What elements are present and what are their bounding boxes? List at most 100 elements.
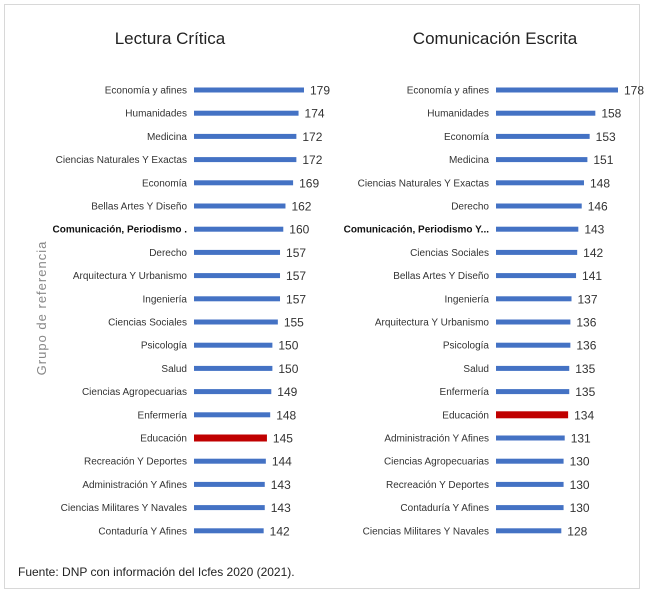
category-label-lectura-1: Humanidades — [125, 109, 187, 120]
category-label-comunicacion-19: Ciencias Militares Y Navales — [363, 526, 489, 537]
bar-comunicacion-7 — [496, 249, 578, 255]
category-label-lectura-17: Administración Y Afines — [82, 480, 187, 491]
bar-lectura-3 — [194, 157, 297, 163]
bar-comunicacion-14 — [496, 411, 569, 419]
category-label-lectura-3: Ciencias Naturales Y Exactas — [56, 155, 187, 166]
category-label-lectura-0: Economía y afines — [105, 86, 187, 97]
category-label-comunicacion-18: Contaduría Y Afines — [400, 503, 489, 514]
chart-title-lectura: Lectura Crítica — [115, 29, 226, 48]
category-label-lectura-10: Ciencias Sociales — [108, 318, 187, 329]
bar-lectura-13 — [194, 389, 272, 395]
value-label-lectura-6: 160 — [289, 223, 309, 237]
bar-comunicacion-12 — [496, 365, 570, 371]
bar-lectura-15 — [194, 434, 267, 442]
category-label-lectura-6: Comunicación, Periodismo . — [53, 225, 188, 236]
value-label-lectura-14: 148 — [276, 408, 296, 422]
value-label-lectura-11: 150 — [278, 339, 298, 353]
value-label-comunicacion-11: 136 — [576, 339, 596, 353]
bar-lectura-8 — [194, 273, 281, 279]
value-label-comunicacion-10: 136 — [576, 316, 596, 330]
category-label-lectura-8: Arquitectura Y Urbanismo — [73, 271, 188, 282]
value-label-comunicacion-2: 153 — [596, 130, 616, 144]
bar-lectura-6 — [194, 226, 284, 232]
category-label-comunicacion-3: Medicina — [449, 155, 489, 166]
bar-comunicacion-6 — [496, 226, 579, 232]
category-label-lectura-13: Ciencias Agropecuarias — [82, 387, 187, 398]
bar-lectura-16 — [194, 458, 266, 464]
bar-lectura-9 — [194, 296, 281, 302]
bar-comunicacion-4 — [496, 180, 584, 186]
category-label-lectura-18: Ciencias Militares Y Navales — [61, 503, 187, 514]
bar-comunicacion-15 — [496, 435, 565, 441]
value-label-lectura-16: 144 — [272, 455, 292, 469]
value-label-lectura-3: 172 — [302, 153, 322, 167]
category-label-lectura-15: Educación — [140, 434, 187, 445]
category-label-lectura-9: Ingeniería — [143, 294, 188, 305]
bar-lectura-17 — [194, 481, 265, 487]
bar-lectura-11 — [194, 342, 273, 348]
value-label-comunicacion-19: 128 — [567, 524, 587, 538]
category-label-lectura-16: Recreación Y Deportes — [84, 457, 187, 468]
bar-comunicacion-5 — [496, 203, 582, 209]
value-label-comunicacion-6: 143 — [584, 223, 604, 237]
value-label-lectura-1: 174 — [305, 107, 325, 121]
value-label-comunicacion-8: 141 — [582, 269, 602, 283]
value-label-lectura-15: 145 — [273, 432, 293, 446]
bar-comunicacion-8 — [496, 273, 577, 279]
value-label-lectura-2: 172 — [302, 130, 322, 144]
value-label-lectura-8: 157 — [286, 269, 306, 283]
value-label-lectura-12: 150 — [278, 362, 298, 376]
bar-comunicacion-18 — [496, 505, 564, 511]
value-label-comunicacion-7: 142 — [583, 246, 603, 260]
bar-comunicacion-1 — [496, 110, 596, 116]
category-label-comunicacion-12: Salud — [463, 364, 489, 375]
value-label-comunicacion-1: 158 — [601, 107, 621, 121]
bar-lectura-14 — [194, 412, 271, 418]
bar-lectura-2 — [194, 133, 297, 139]
bar-lectura-0 — [194, 87, 304, 93]
value-label-comunicacion-0: 178 — [624, 84, 644, 98]
figure-frame — [4, 4, 640, 589]
value-label-comunicacion-5: 146 — [588, 200, 608, 214]
bar-comunicacion-16 — [496, 458, 564, 464]
value-label-comunicacion-16: 130 — [570, 455, 590, 469]
value-label-lectura-9: 157 — [286, 292, 306, 306]
value-label-comunicacion-18: 130 — [570, 501, 590, 515]
bar-lectura-5 — [194, 203, 286, 209]
bar-comunicacion-0 — [496, 87, 618, 93]
value-label-lectura-17: 143 — [271, 478, 291, 492]
bar-comunicacion-17 — [496, 481, 564, 487]
value-label-lectura-10: 155 — [284, 316, 304, 330]
y-axis-label: Grupo de referencia — [34, 241, 49, 376]
bar-lectura-18 — [194, 505, 265, 511]
category-label-comunicacion-6: Comunicación, Periodismo Y... — [344, 225, 490, 236]
category-label-comunicacion-13: Enfermería — [440, 387, 490, 398]
value-label-comunicacion-14: 134 — [574, 408, 594, 422]
category-label-lectura-12: Salud — [161, 364, 187, 375]
bar-comunicacion-3 — [496, 157, 588, 163]
category-label-comunicacion-9: Ingeniería — [445, 294, 490, 305]
category-label-comunicacion-1: Humanidades — [427, 109, 489, 120]
bar-comunicacion-10 — [496, 319, 571, 325]
value-label-comunicacion-17: 130 — [570, 478, 590, 492]
bar-comunicacion-9 — [496, 296, 572, 302]
category-label-comunicacion-8: Bellas Artes Y Diseño — [393, 271, 489, 282]
category-label-comunicacion-5: Derecho — [451, 202, 489, 213]
category-label-comunicacion-17: Recreación Y Deportes — [386, 480, 489, 491]
bar-lectura-4 — [194, 180, 294, 186]
category-label-lectura-14: Enfermería — [138, 410, 188, 421]
category-label-comunicacion-11: Psicología — [443, 341, 490, 352]
value-label-comunicacion-4: 148 — [590, 176, 610, 190]
bar-lectura-10 — [194, 319, 278, 325]
category-label-comunicacion-0: Economía y afines — [407, 86, 489, 97]
value-label-comunicacion-15: 131 — [571, 432, 591, 446]
category-label-lectura-11: Psicología — [141, 341, 188, 352]
bar-comunicacion-2 — [496, 133, 590, 139]
bar-comunicacion-11 — [496, 342, 571, 348]
bar-lectura-7 — [194, 249, 281, 255]
value-label-lectura-13: 149 — [277, 385, 297, 399]
category-label-lectura-7: Derecho — [149, 248, 187, 259]
value-label-comunicacion-3: 151 — [593, 153, 613, 167]
chart-title-comunicacion: Comunicación Escrita — [413, 29, 578, 48]
